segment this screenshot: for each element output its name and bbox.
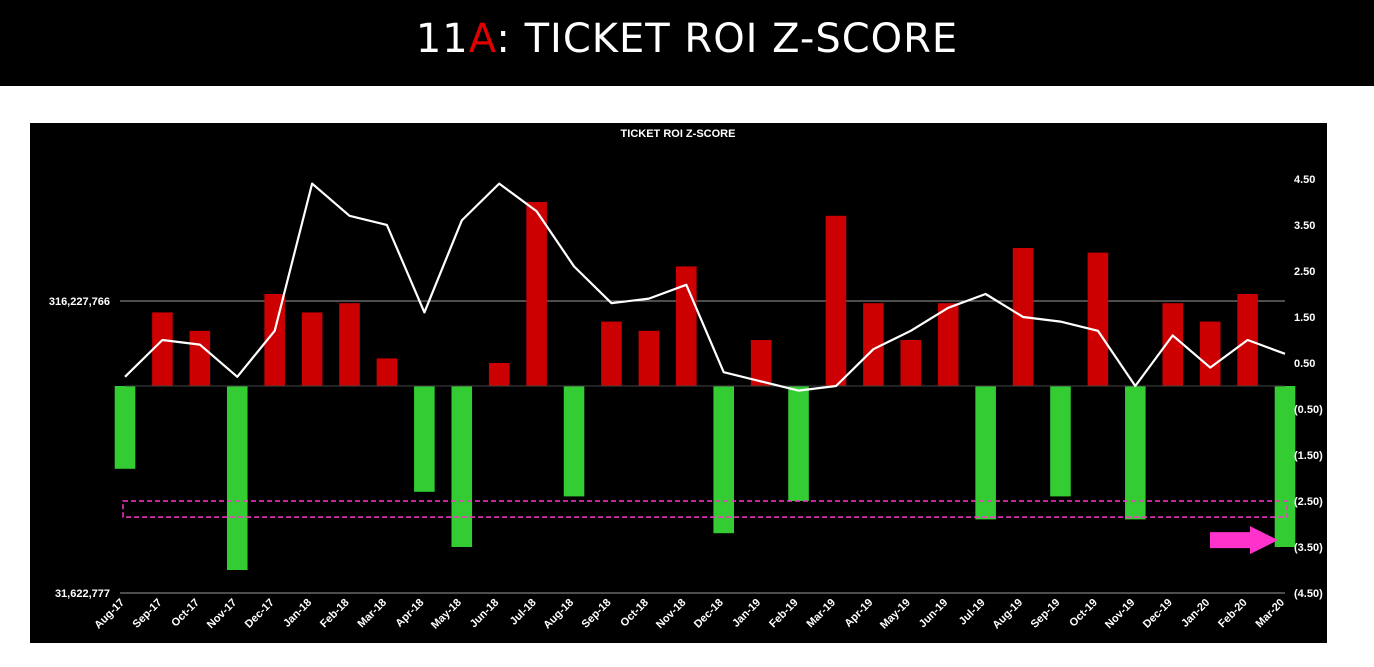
x-tick-label: Mar-20 [1254, 597, 1288, 631]
bar [1050, 386, 1071, 497]
bar [863, 303, 884, 386]
bar [451, 386, 473, 547]
x-tick-label: Nov-17 [205, 597, 239, 631]
bar [788, 386, 809, 501]
x-tick-label: Sep-17 [131, 597, 165, 631]
z-score-line [124, 182, 1286, 392]
title-suffix: : TICKET ROI Z-SCORE [496, 16, 959, 62]
x-tick-label: Sep-18 [580, 597, 614, 631]
x-tick-label: Jun-19 [917, 597, 951, 631]
x-tick-label: Jan-19 [730, 597, 763, 630]
x-tick-label: Aug-19 [990, 597, 1025, 632]
x-tick-label: Mar-18 [355, 597, 389, 631]
title-prefix: 11 [415, 16, 469, 62]
bar [825, 215, 847, 386]
bar [900, 340, 922, 386]
right-tick-label: (2.50) [1294, 496, 1323, 508]
left-tick-label: 316,227,766 [49, 296, 110, 308]
x-tick-label: Mar-19 [805, 597, 839, 631]
x-tick-label: Feb-18 [318, 597, 352, 631]
bar [376, 358, 398, 386]
bar [526, 202, 547, 386]
right-tick-label: 2.50 [1294, 266, 1315, 278]
x-tick-label: May-19 [878, 597, 913, 632]
x-tick-label: Jul-18 [508, 597, 539, 628]
right-tick-label: (4.50) [1294, 588, 1323, 600]
x-tick-label: Nov-19 [1103, 597, 1137, 631]
x-tick-label: Feb-20 [1216, 597, 1250, 631]
bar [152, 312, 173, 386]
x-tick-label: Sep-19 [1029, 597, 1063, 631]
bar [264, 294, 285, 386]
bar [1125, 386, 1146, 520]
x-tick-label: Oct-17 [169, 597, 202, 630]
chart-panel: TICKET ROI Z-SCORE 4.50 3.50 2.50 1.50 0.50 (… [30, 123, 1327, 643]
x-tick-label: Jan-18 [281, 597, 314, 630]
page-title: 11A: TICKET ROI Z-SCORE [0, 16, 1374, 62]
bar [563, 386, 585, 497]
bar [601, 321, 622, 386]
bar [750, 340, 772, 386]
highlight-band [122, 500, 1288, 518]
right-tick-label: 0.50 [1294, 358, 1315, 370]
bar [226, 386, 248, 570]
right-tick-label: (0.50) [1294, 404, 1323, 416]
ticket-roi-chart: TICKET ROI Z-SCORE 4.50 3.50 2.50 1.50 0.50 (… [49, 128, 1323, 632]
bar [339, 303, 360, 386]
x-tick-label: Aug-17 [92, 597, 127, 632]
arrow-icon [1210, 526, 1278, 555]
right-tick-label: (3.50) [1294, 542, 1323, 554]
x-tick-label: Oct-19 [1067, 597, 1100, 630]
x-tick-label: Apr-18 [393, 597, 426, 630]
bar [937, 303, 959, 386]
x-tick-label: Oct-18 [618, 597, 651, 630]
bar [414, 386, 435, 492]
bar [488, 363, 510, 386]
right-tick-label: 3.50 [1294, 220, 1315, 232]
x-tick-label: Jan-20 [1179, 597, 1212, 630]
x-tick-label: Nov-18 [654, 597, 688, 631]
left-tick-label: 31,622,777 [55, 588, 110, 600]
x-tick-label: Apr-19 [842, 597, 875, 630]
right-tick-label: 1.50 [1294, 312, 1315, 324]
title-accent: A [468, 16, 497, 62]
bar [638, 330, 660, 386]
x-tick-label: Feb-19 [767, 597, 801, 631]
bar [114, 386, 136, 469]
title-bar: 11A: TICKET ROI Z-SCORE [0, 0, 1374, 86]
bar [189, 330, 211, 386]
x-tick-label: Aug-18 [541, 597, 576, 632]
bar [1274, 386, 1296, 547]
x-tick-label: Dec-17 [243, 597, 277, 631]
x-tick-label: Dec-19 [1141, 597, 1175, 631]
bar [301, 312, 323, 386]
x-tick-label: Dec-18 [692, 597, 726, 631]
bar [713, 386, 734, 534]
x-tick-label: Jul-19 [957, 597, 988, 628]
chart-title: TICKET ROI Z-SCORE [621, 128, 736, 140]
bar [975, 386, 996, 520]
right-tick-label: 4.50 [1294, 174, 1315, 186]
x-tick-label: Jun-18 [468, 597, 502, 631]
bar [1162, 303, 1184, 386]
bar [1087, 252, 1109, 386]
bar [1199, 321, 1221, 386]
x-tick-label: May-18 [429, 597, 464, 632]
right-tick-label: (1.50) [1294, 450, 1323, 462]
